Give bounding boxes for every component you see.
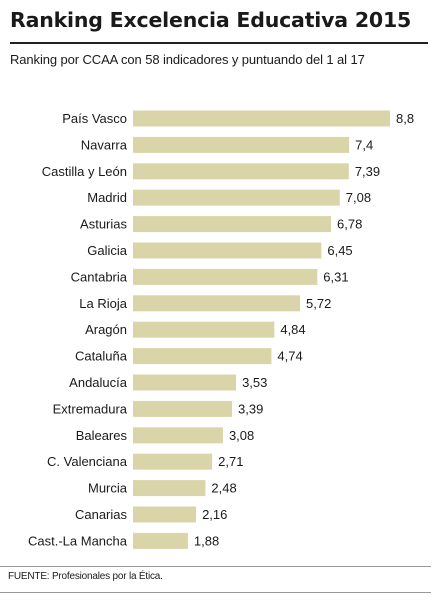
category-label: Extremadura [53,401,128,416]
value-label: 2,16 [202,507,227,522]
bar [133,110,390,127]
category-label: País Vasco [62,111,127,126]
value-label: 8,8 [396,111,414,126]
chart-subtitle: Ranking por CCAA con 58 indicadores y pu… [10,52,365,67]
value-label: 7,39 [355,164,380,179]
footer-band [0,566,431,585]
bar [133,189,340,206]
category-label: Cataluña [75,349,128,364]
category-label: Cantabria [71,269,128,284]
value-label: 2,48 [211,481,236,496]
value-label: 7,4 [355,137,373,152]
category-label: Andalucía [69,375,128,390]
value-label: 7,08 [346,190,371,205]
category-label: Cast.-La Mancha [28,533,128,548]
category-label: Baleares [76,428,128,443]
value-label: 5,72 [306,296,331,311]
title-divider [10,42,428,44]
category-label: La Rioja [79,296,127,311]
value-label: 4,74 [277,349,302,364]
category-label: Galicia [87,243,128,258]
bar [133,400,233,417]
category-label: Madrid [87,190,127,205]
bar [133,268,318,285]
bar [133,136,350,153]
bar [133,321,275,338]
value-label: 6,78 [337,217,362,232]
value-label: 6,31 [323,269,348,284]
bar [133,348,272,365]
value-label: 2,71 [218,454,243,469]
value-label: 3,08 [229,428,254,443]
category-label: Canarias [75,507,128,522]
bar [133,295,301,312]
bar [133,453,213,470]
category-label: C. Valenciana [47,454,128,469]
bar-chart: País Vasco 8,8 Navarra 7,4 Castilla y León 7,… [28,110,414,549]
bar [133,374,237,391]
value-label: 3,39 [238,401,263,416]
value-label: 1,88 [194,533,219,548]
bar [133,506,197,523]
bar [133,480,206,497]
bar [133,242,322,259]
value-label: 4,84 [280,322,305,337]
bottom-divider [0,592,431,593]
category-label: Aragón [85,322,127,337]
category-label: Navarra [81,137,128,152]
chart-title: Ranking Excelencia Educativa 2015 [10,8,412,32]
bar [133,216,332,233]
value-label: 3,53 [242,375,267,390]
value-label: 6,45 [327,243,352,258]
bar [133,163,349,180]
category-label: Murcia [88,481,128,496]
source-note: FUENTE: Profesionales por la Ética. [8,571,163,582]
category-label: Asturias [80,217,127,232]
bar [133,532,188,549]
category-label: Castilla y León [42,164,127,179]
bar [133,427,223,444]
